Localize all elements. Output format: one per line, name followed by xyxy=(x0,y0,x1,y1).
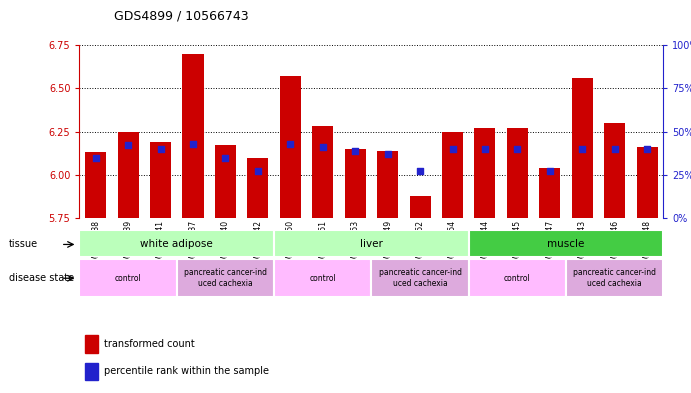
Bar xyxy=(566,259,663,297)
Bar xyxy=(312,127,333,218)
Text: control: control xyxy=(504,274,531,283)
Bar xyxy=(177,259,274,297)
Bar xyxy=(507,128,528,218)
Point xyxy=(577,146,588,152)
Bar xyxy=(345,149,366,218)
Text: muscle: muscle xyxy=(547,239,585,249)
Text: tissue: tissue xyxy=(9,239,38,250)
Text: control: control xyxy=(310,274,336,283)
Text: transformed count: transformed count xyxy=(104,339,195,349)
Point xyxy=(545,168,556,174)
Point xyxy=(187,141,198,147)
Bar xyxy=(274,259,371,297)
Point xyxy=(512,146,523,152)
Text: pancreatic cancer-ind
uced cachexia: pancreatic cancer-ind uced cachexia xyxy=(379,268,462,288)
Bar xyxy=(280,76,301,218)
Bar xyxy=(539,168,560,218)
Bar xyxy=(79,230,274,257)
Text: control: control xyxy=(115,274,142,283)
Bar xyxy=(442,132,463,218)
Text: white adipose: white adipose xyxy=(140,239,213,249)
Text: percentile rank within the sample: percentile rank within the sample xyxy=(104,366,269,376)
Bar xyxy=(85,335,98,353)
Text: disease state: disease state xyxy=(9,273,74,283)
Bar xyxy=(85,363,98,380)
Point xyxy=(350,147,361,154)
Bar xyxy=(85,152,106,218)
Bar xyxy=(182,54,204,218)
Bar xyxy=(150,142,171,218)
Point xyxy=(642,146,653,152)
Point xyxy=(317,144,328,151)
Point xyxy=(220,154,231,161)
Point xyxy=(609,146,621,152)
Point xyxy=(447,146,458,152)
Bar xyxy=(604,123,625,218)
Text: liver: liver xyxy=(360,239,383,249)
Bar xyxy=(79,259,177,297)
Point xyxy=(480,146,491,152)
Text: pancreatic cancer-ind
uced cachexia: pancreatic cancer-ind uced cachexia xyxy=(184,268,267,288)
Bar xyxy=(371,259,468,297)
Bar xyxy=(475,128,495,218)
Point xyxy=(122,142,133,149)
Point xyxy=(155,146,166,152)
Bar xyxy=(468,230,663,257)
Text: pancreatic cancer-ind
uced cachexia: pancreatic cancer-ind uced cachexia xyxy=(574,268,656,288)
Bar xyxy=(410,196,430,218)
Bar xyxy=(377,151,398,218)
Point xyxy=(90,154,101,161)
Bar xyxy=(636,147,658,218)
Point xyxy=(415,168,426,174)
Point xyxy=(252,168,263,174)
Point xyxy=(285,141,296,147)
Bar xyxy=(274,230,468,257)
Bar xyxy=(215,145,236,218)
Bar xyxy=(117,132,139,218)
Point xyxy=(382,151,393,157)
Text: GDS4899 / 10566743: GDS4899 / 10566743 xyxy=(114,10,249,23)
Bar xyxy=(571,78,593,218)
Bar xyxy=(468,259,566,297)
Bar xyxy=(247,158,268,218)
